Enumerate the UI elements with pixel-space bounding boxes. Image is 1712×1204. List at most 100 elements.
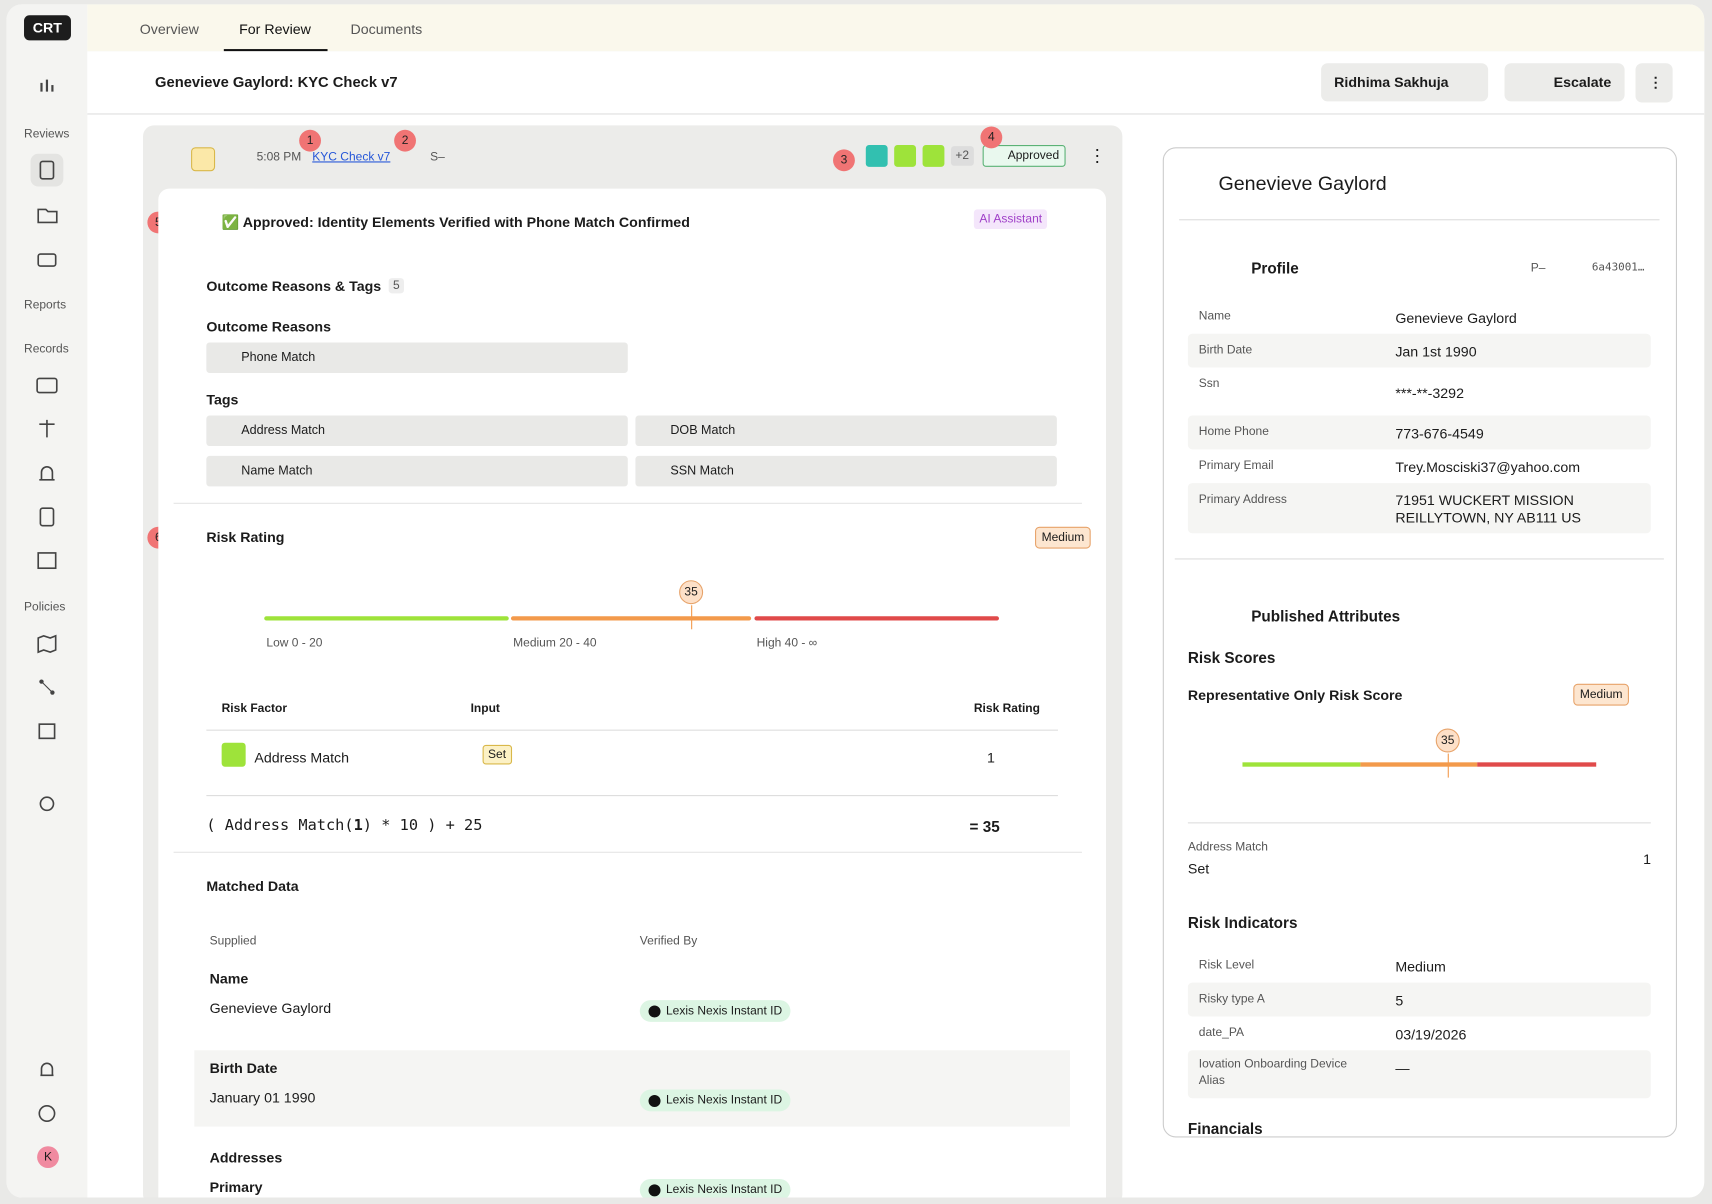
decoration xyxy=(31,787,64,820)
icon xyxy=(37,253,57,267)
decoration xyxy=(173,502,1082,504)
icon xyxy=(39,160,55,180)
decoration xyxy=(865,145,888,167)
decoration xyxy=(691,605,693,630)
profile-id[interactable]: 6a43001… xyxy=(1591,261,1645,274)
avatar: K xyxy=(37,1146,59,1169)
step-marker: 3 xyxy=(833,149,855,172)
icon xyxy=(41,681,53,693)
decoration xyxy=(31,671,64,704)
field-value: Trey.Mosciski37@yahoo.com xyxy=(1395,459,1581,476)
section-title[interactable]: Outcome Reasons & Tags xyxy=(206,278,382,295)
column-header: Risk Factor xyxy=(221,702,288,716)
attribute-value: Set xyxy=(1187,860,1210,877)
run-card: 5:08 PM KYC Check v7 S– +2 Approved ⋮ 1 … xyxy=(143,125,1123,1198)
panel-title: Genevieve Gaylord xyxy=(1218,172,1387,195)
decoration xyxy=(264,616,509,621)
section-title[interactable]: Published Attributes xyxy=(1251,607,1401,625)
column-header: Supplied xyxy=(209,934,257,948)
field-value: 71951 WUCKERT MISSION xyxy=(1395,491,1574,509)
field-label: Risky type A xyxy=(1198,992,1265,1006)
attribute-name: Address Match xyxy=(1187,840,1268,854)
section-title[interactable]: Risk Rating xyxy=(206,528,285,546)
profile-ref: P– xyxy=(1530,261,1546,275)
icon xyxy=(39,679,55,695)
tag-chip: Name Match xyxy=(206,455,628,487)
assignee-button[interactable]: Ridhima Sakhuja xyxy=(1321,63,1488,102)
decoration xyxy=(1242,762,1361,767)
app-window: CRT Reviews Reports Records Policies K O… xyxy=(6,4,1705,1198)
decoration xyxy=(31,198,64,231)
decoration: Primary Email Trey.Mosciski37@yahoo.com xyxy=(1188,449,1651,483)
icon xyxy=(39,507,55,527)
field-label: Name xyxy=(209,970,249,987)
icon xyxy=(37,208,58,224)
icon xyxy=(40,82,43,92)
icon xyxy=(37,208,58,224)
decoration xyxy=(31,242,64,275)
section-title[interactable]: Matched Data xyxy=(206,877,299,895)
step-marker: 4 xyxy=(980,126,1003,149)
case-title[interactable]: Genevieve Gaylord: KYC Check v7 xyxy=(155,74,398,91)
risk-badge: Medium xyxy=(1573,683,1630,706)
icon xyxy=(37,253,57,267)
nav-section: Policies xyxy=(24,600,66,615)
icon xyxy=(40,1062,54,1077)
ai-assistant[interactable]: AI Assistant xyxy=(973,209,1048,230)
section-title[interactable]: Profile xyxy=(1251,259,1299,278)
escalate-button[interactable]: Escalate xyxy=(1504,63,1625,102)
column-header: Verified By xyxy=(639,934,698,948)
icon xyxy=(38,1105,56,1122)
icon xyxy=(36,377,58,394)
field-label: Birth Date xyxy=(1198,343,1253,357)
field-label: Name xyxy=(1198,309,1231,323)
workflow-link[interactable]: KYC Check v7 xyxy=(312,150,391,164)
tag-chip: Address Match xyxy=(206,415,628,447)
icon xyxy=(39,160,55,180)
icon xyxy=(36,377,58,394)
status-badge: Approved xyxy=(982,145,1066,167)
tab[interactable]: For Review xyxy=(239,20,311,38)
icon xyxy=(39,419,55,438)
tab[interactable]: Documents xyxy=(350,20,423,38)
field-value: Medium xyxy=(1395,958,1446,975)
decoration: 1 xyxy=(353,816,363,835)
icon xyxy=(39,796,55,812)
band-label: Medium 20 - 40 xyxy=(513,636,597,650)
decoration: Home Phone 773-676-4549 xyxy=(1187,415,1651,450)
icon xyxy=(39,466,55,481)
subsection-title: Risk Scores xyxy=(1187,648,1276,667)
icon xyxy=(45,79,49,92)
run-time: 5:08 PM xyxy=(256,150,302,164)
tab[interactable]: Overview xyxy=(139,20,199,38)
decoration xyxy=(31,369,64,402)
score-marker: 35 xyxy=(679,580,704,605)
source-badge: Lexis Nexis Instant ID xyxy=(639,1000,791,1022)
decoration xyxy=(31,627,64,660)
subsection-title: Outcome Reasons xyxy=(206,318,331,335)
decoration xyxy=(754,616,999,621)
decoration: Name Genevieve Gaylord xyxy=(1188,300,1651,334)
sidebar: CRT Reviews Reports Records Policies K xyxy=(6,4,88,1198)
decoration xyxy=(31,1054,64,1087)
icon xyxy=(37,634,57,654)
summary-title[interactable]: ✅ Approved: Identity Elements Verified w… xyxy=(221,213,690,231)
field-label: Birth Date xyxy=(209,1060,278,1077)
more-button[interactable]: ⋮ xyxy=(1635,63,1673,103)
field-value: 03/19/2026 xyxy=(1395,1026,1467,1043)
subsection-title: Tags xyxy=(206,391,239,408)
icon xyxy=(38,723,56,740)
icon xyxy=(37,552,57,570)
decoration xyxy=(922,145,945,167)
table-cell: Set xyxy=(482,744,512,765)
decoration xyxy=(206,795,1058,797)
decoration xyxy=(173,851,1082,853)
icon xyxy=(37,634,57,654)
count-badge: 5 xyxy=(388,278,405,294)
icon xyxy=(39,507,55,527)
icon xyxy=(37,552,57,570)
field-label: Primary Email xyxy=(1198,459,1274,473)
run-body: ✅ Approved: Identity Elements Verified w… xyxy=(158,188,1106,1198)
field-label: Ssn xyxy=(1198,377,1220,391)
